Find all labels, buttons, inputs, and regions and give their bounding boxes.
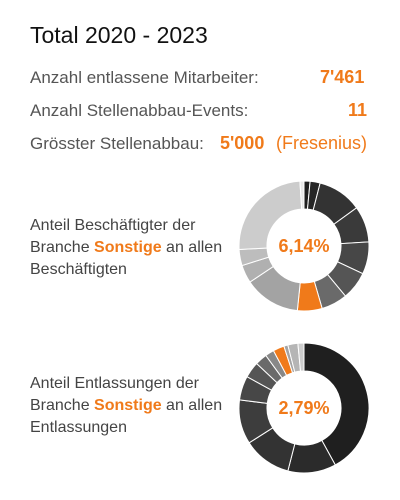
layoffs-donut-svg [238,342,370,474]
employed-donut-chart: 6,14% [234,176,374,316]
share-employed-text: Anteil Beschäftigter der Branche Sonstig… [30,215,240,281]
share-employed-text-after: an allen Beschäftigten [30,239,223,278]
share-layoffs-highlight: Sonstige [94,397,162,414]
donut-slice [297,342,305,372]
employed-percent-label: 6,14% [278,235,330,256]
employed-donut-svg [238,180,370,312]
layoffs-percent-label: 2,79% [278,397,330,418]
stat-events-label: Anzahl Stellenabbau-Events: [30,101,249,120]
share-employed-highlight: Sonstige [94,239,162,256]
share-employed-text-before: Anteil Beschäftigter der Branche [30,217,196,256]
donut-slice [299,180,305,210]
stat-largest-value: 5'000 [220,133,265,153]
stat-employees-label: Anzahl entlassene Mitarbeiter: [30,68,259,87]
stat-largest-label: Grösster Stellenabbau: [30,134,204,153]
stat-largest-company: (Fresenius) [276,133,368,153]
layoffs-donut-chart: 2,79% [234,338,374,478]
stat-events-value: 11 [348,100,368,120]
share-layoffs-text-after: an allen Entlassungen [30,397,223,436]
share-layoffs-text: Anteil Entlassungen der Branche Sonstige… [30,373,240,439]
page-title: Total 2020 - 2023 [30,22,208,48]
donut-slice [303,342,370,466]
stat-employees-value: 7'461 [320,67,365,87]
share-layoffs-text-before: Anteil Entlassungen der Branche [30,375,199,414]
